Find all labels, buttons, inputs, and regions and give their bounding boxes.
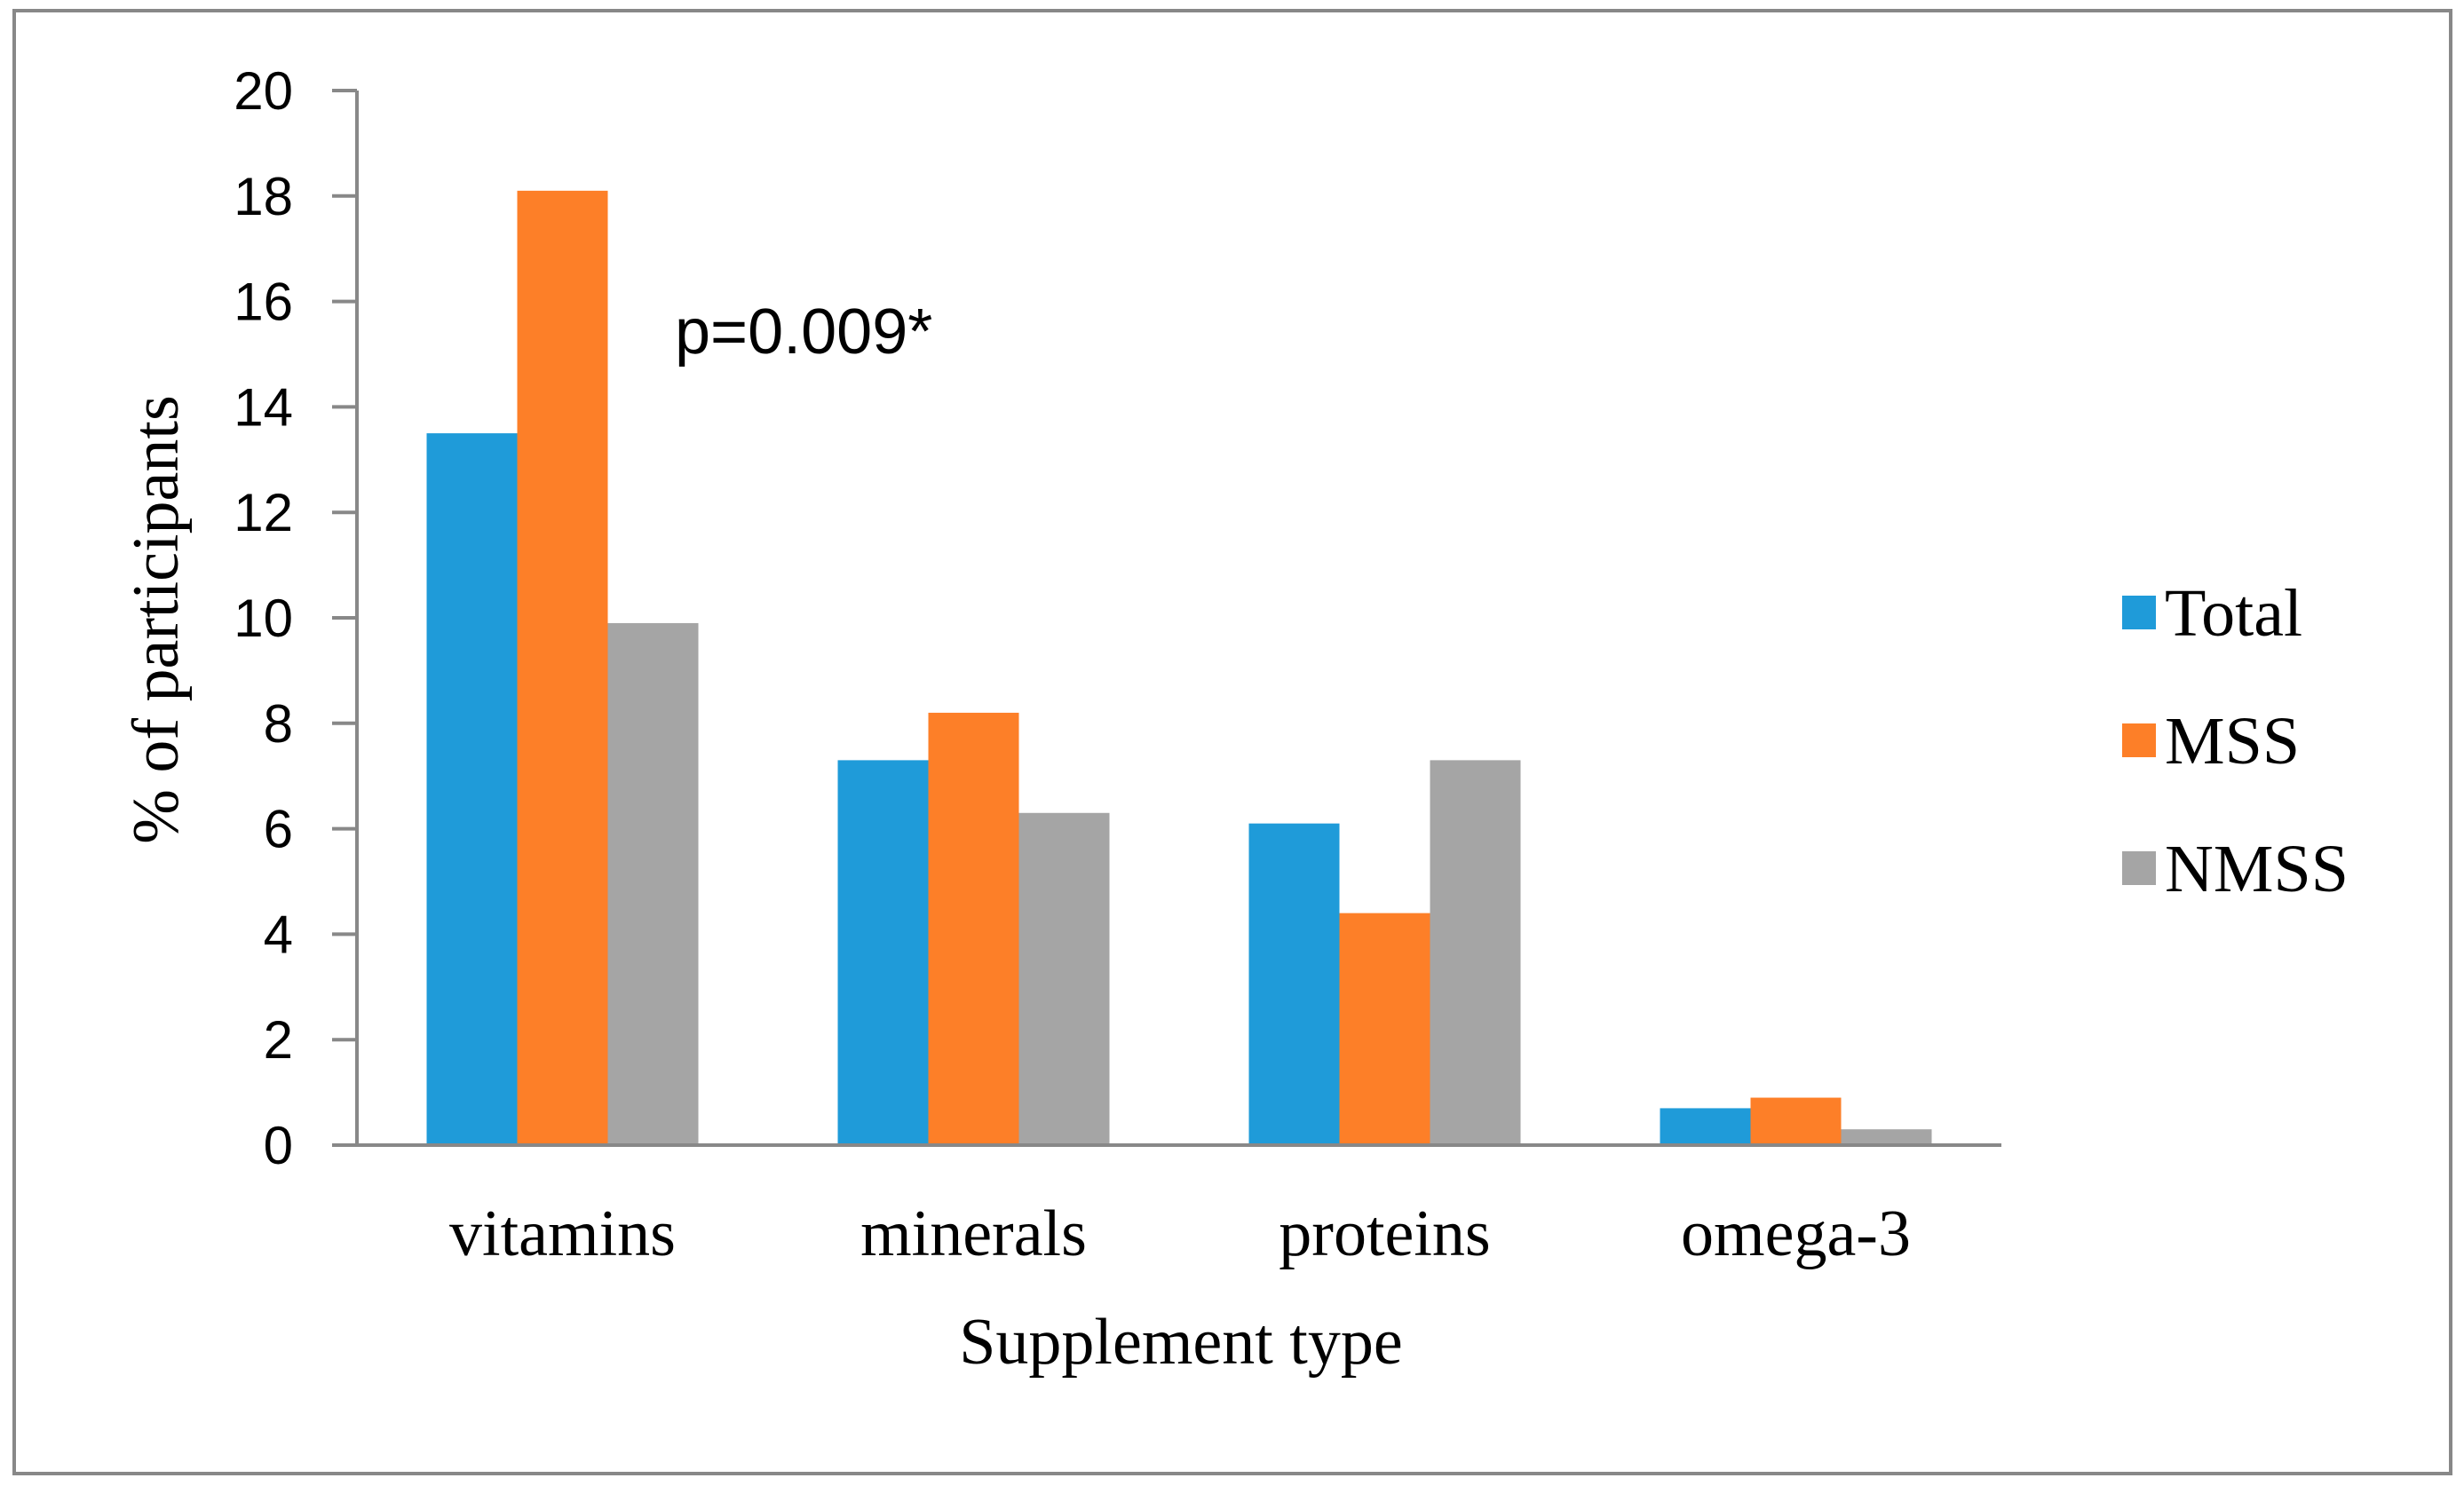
bar-total-minerals xyxy=(837,760,929,1145)
bar-nmss-proteins xyxy=(1430,760,1521,1145)
legend-label-total: Total xyxy=(2165,576,2302,651)
bar-nmss-minerals xyxy=(1018,812,1110,1145)
y-tick-label: 8 xyxy=(264,694,293,754)
x-tick-label-minerals: minerals xyxy=(860,1197,1087,1270)
legend: Total MSS NMSS xyxy=(2122,576,2349,906)
x-tick-label-vitamins: vitamins xyxy=(449,1197,676,1270)
y-tick-label: 14 xyxy=(234,377,293,437)
bar-mss-proteins xyxy=(1339,913,1430,1145)
legend-label-nmss: NMSS xyxy=(2165,832,2349,906)
y-tick-label: 20 xyxy=(234,61,293,121)
legend-swatch-mss xyxy=(2122,723,2156,757)
bar-mss-vitamins xyxy=(517,190,608,1146)
bar-total-proteins xyxy=(1248,823,1340,1145)
bar-total-vitamins xyxy=(426,433,518,1146)
y-tick-labels: 0 2 4 6 8 10 12 14 16 18 20 xyxy=(234,61,293,1175)
y-tick-label: 18 xyxy=(234,167,293,226)
y-tick-label: 0 xyxy=(264,1116,293,1175)
legend-swatch-nmss xyxy=(2122,851,2156,885)
y-axis-title: % of participants xyxy=(120,395,193,844)
bar-mss-omega-3 xyxy=(1750,1097,1842,1145)
y-tick-label: 16 xyxy=(234,273,293,332)
x-axis-title: Supplement type xyxy=(959,1306,1402,1379)
p-value-annotation: p=0.009* xyxy=(675,296,932,368)
bars-layer xyxy=(426,190,1932,1146)
y-tick-label: 4 xyxy=(264,905,293,964)
bar-total-omega-3 xyxy=(1660,1108,1751,1145)
y-tick-label: 6 xyxy=(264,800,293,859)
legend-swatch-total xyxy=(2122,596,2156,629)
x-tick-label-omega-3: omega-3 xyxy=(1681,1197,1911,1270)
axes-layer xyxy=(332,89,2001,1147)
x-tick-label-proteins: proteins xyxy=(1279,1197,1490,1270)
y-tick-label: 12 xyxy=(234,483,293,542)
bar-nmss-vitamins xyxy=(607,622,699,1145)
chart-border xyxy=(12,9,2452,1475)
y-tick-label: 10 xyxy=(234,589,293,648)
legend-label-mss: MSS xyxy=(2165,704,2300,779)
bar-mss-minerals xyxy=(928,712,1019,1145)
x-category-labels: vitamins minerals proteins omega-3 xyxy=(449,1197,1911,1270)
y-tick-label: 2 xyxy=(264,1010,293,1070)
bar-nmss-omega-3 xyxy=(1841,1129,1932,1145)
